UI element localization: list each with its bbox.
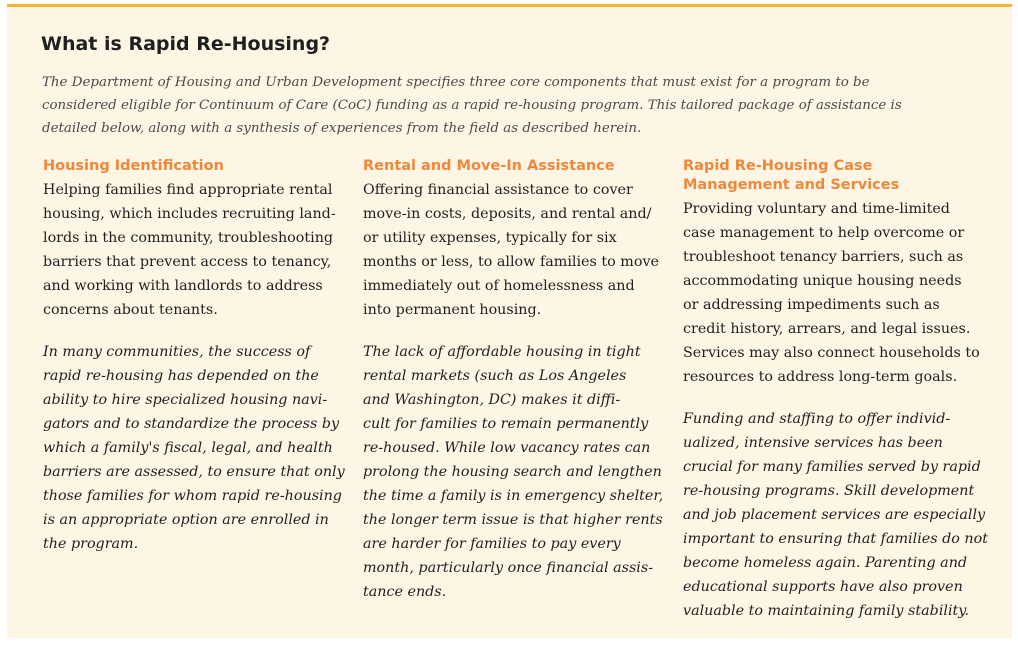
intro-text: The Department of Housing and Urban Deve… — [42, 75, 902, 136]
column-rental-assistance: Rental and Move-In Assistance Offering f… — [363, 157, 673, 604]
column-heading: Rental and Move-In Assistance — [363, 158, 615, 174]
column-note: The lack of affordable housing in tight … — [363, 344, 664, 600]
column-body: Offering financial assistance to cover m… — [363, 182, 659, 318]
column-housing-identification: Housing Identification Helping families … — [43, 157, 353, 556]
sidebar-box: What is Rapid Re-Housing? The Department… — [7, 4, 1012, 638]
column-body: Providing voluntary and time-limited cas… — [683, 201, 980, 385]
column-note: Funding and staffing to offer individ- u… — [683, 411, 988, 619]
page-title: What is Rapid Re-Housing? — [41, 33, 331, 55]
column-note: In many communities, the success of rapi… — [43, 344, 345, 552]
column-case-management: Rapid Re-Housing Case Management and Ser… — [683, 157, 993, 623]
column-heading: Rapid Re-Housing Case Management and Ser… — [683, 158, 900, 193]
column-heading: Housing Identification — [43, 158, 224, 174]
column-body: Helping families find appropriate rental… — [43, 182, 336, 318]
